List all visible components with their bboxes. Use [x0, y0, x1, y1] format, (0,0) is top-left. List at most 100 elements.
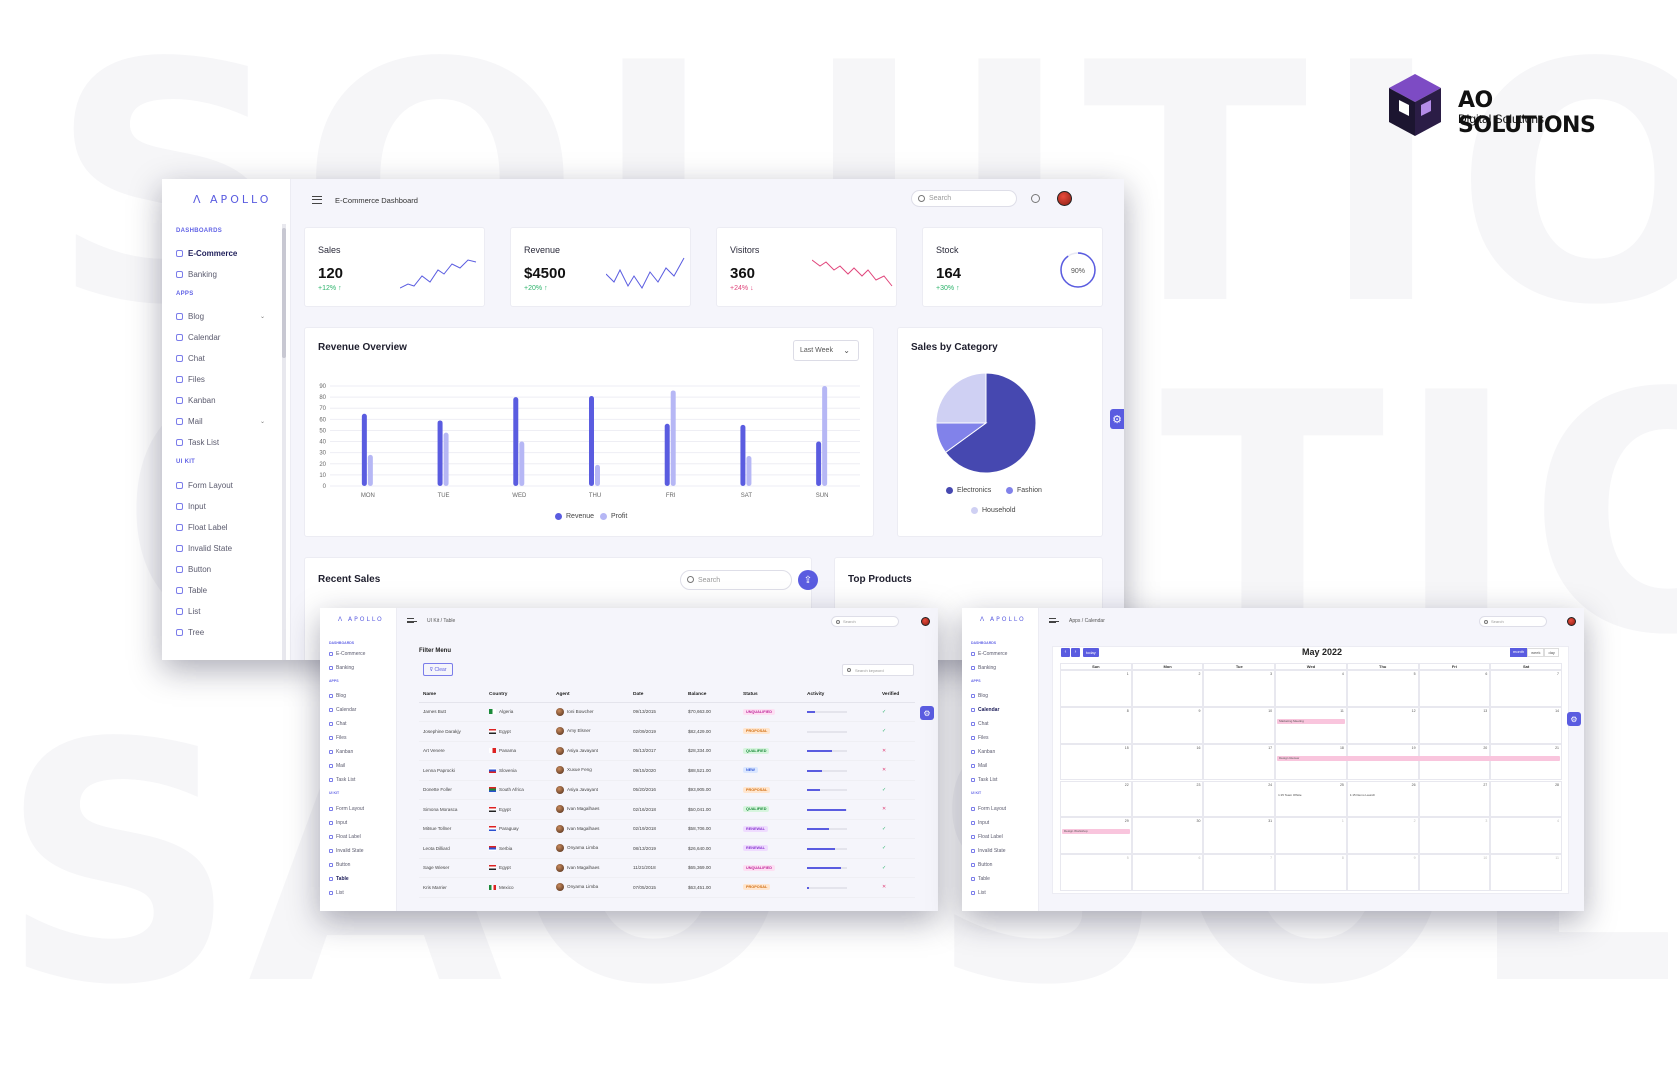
day-cell[interactable]: 9	[1346, 854, 1419, 891]
next-month-button[interactable]: ›	[1071, 648, 1080, 657]
calendar-event[interactable]: Design Review	[1277, 755, 1560, 761]
table-row[interactable]: Kris Marrier Mexico Onyama Limba 07/05/2015…	[419, 877, 915, 898]
day-cell[interactable]: 6	[1418, 670, 1491, 707]
sidebar-item-button[interactable]: Button	[329, 862, 350, 868]
sidebar-item-input[interactable]: Input	[176, 502, 206, 511]
sidebar-item-chat[interactable]: Chat	[971, 721, 989, 727]
sidebar-item-chat[interactable]: Chat	[329, 721, 347, 727]
bar-profit[interactable]	[822, 386, 828, 486]
bar-revenue[interactable]	[589, 396, 594, 486]
day-cell[interactable]: 2	[1131, 670, 1204, 707]
sidebar-item-task-list[interactable]: Task List	[329, 777, 355, 783]
day-cell[interactable]: 10	[1203, 706, 1276, 744]
day-cell[interactable]: 26	[1346, 780, 1419, 818]
chevron-down-icon[interactable]: ⌄	[260, 419, 266, 425]
sidebar-item-table[interactable]: Table	[971, 876, 990, 882]
avatar[interactable]	[1057, 191, 1072, 206]
bar-revenue[interactable]	[361, 413, 367, 486]
view-month-button[interactable]: month	[1510, 648, 1528, 657]
sidebar-item-input[interactable]: Input	[971, 820, 989, 826]
day-cell[interactable]: 14	[1490, 706, 1562, 744]
column-header[interactable]: Activity	[803, 688, 878, 703]
calendar-event[interactable]: Marketing Meeting	[1277, 718, 1345, 724]
chevron-down-icon[interactable]: ⌄	[260, 314, 266, 320]
sidebar-item-button[interactable]: Button	[971, 862, 992, 868]
day-cell[interactable]: 28	[1490, 780, 1562, 818]
calendar-event[interactable]: 1:15 Demo Launch	[1349, 792, 1376, 797]
day-cell[interactable]: 25	[1275, 780, 1347, 818]
day-cell[interactable]: 19	[1346, 743, 1419, 781]
sidebar-item-list[interactable]: List	[971, 890, 986, 896]
app-logo[interactable]: Λ APOLLO	[338, 616, 384, 623]
table-row[interactable]: Simona Morasca Egypt Ivan Magalhaes 02/16/2…	[419, 799, 915, 820]
search-input[interactable]: Search	[1479, 616, 1547, 627]
sidebar-item-mail[interactable]: Mail	[329, 763, 345, 769]
sidebar-item-float-label[interactable]: Float Label	[176, 523, 228, 532]
column-header[interactable]: Country	[485, 688, 552, 703]
bar-revenue[interactable]	[513, 397, 519, 486]
bar-profit[interactable]	[367, 454, 373, 486]
day-cell[interactable]: 4	[1275, 670, 1347, 707]
day-cell[interactable]: 8	[1275, 854, 1347, 891]
sidebar-item-banking[interactable]: Banking	[329, 665, 354, 671]
sidebar-item-calendar[interactable]: Calendar	[176, 333, 220, 342]
sidebar-item-button[interactable]: Button	[176, 565, 211, 574]
gear-icon[interactable]	[1031, 194, 1040, 203]
bar-profit[interactable]	[519, 441, 525, 486]
day-cell[interactable]: 7	[1203, 854, 1276, 891]
day-cell[interactable]: 29	[1060, 817, 1132, 855]
sidebar-item-task-list[interactable]: Task List	[971, 777, 997, 783]
sidebar-item-kanban[interactable]: Kanban	[971, 749, 995, 755]
sidebar-item-form-layout[interactable]: Form Layout	[971, 806, 1006, 812]
sidebar-item-mail[interactable]: Mail	[176, 417, 203, 426]
sidebar-item-list[interactable]: List	[176, 607, 200, 616]
sidebar-item-input[interactable]: Input	[329, 820, 347, 826]
day-cell[interactable]: 11	[1275, 706, 1347, 744]
sidebar-item-task-list[interactable]: Task List	[176, 438, 219, 447]
table-row[interactable]: Leota Dilliard Serbia Onyama Limba 08/13/20…	[419, 838, 915, 859]
avatar[interactable]	[1567, 617, 1576, 626]
settings-gear-icon[interactable]: ⚙	[1567, 712, 1581, 726]
sidebar-item-float-label[interactable]: Float Label	[971, 834, 1003, 840]
keyword-search-input[interactable]: Search keyword	[842, 664, 914, 676]
calendar-event[interactable]: 1:15 Team Offsite	[1278, 792, 1302, 797]
upload-button[interactable]: ⇪	[798, 570, 818, 590]
view-day-button[interactable]: day	[1544, 648, 1559, 657]
sidebar-item-files[interactable]: Files	[176, 375, 205, 384]
bar-profit[interactable]	[670, 390, 676, 486]
menu-icon[interactable]	[407, 618, 417, 623]
sidebar-item-invalid-state[interactable]: Invalid State	[329, 848, 364, 854]
sidebar-item-banking[interactable]: Banking	[176, 270, 217, 279]
day-cell[interactable]: 23	[1131, 780, 1204, 818]
sidebar-item-form-layout[interactable]: Form Layout	[176, 481, 233, 490]
sidebar-item-mail[interactable]: Mail	[971, 763, 987, 769]
day-cell[interactable]: 31	[1203, 817, 1276, 855]
day-cell[interactable]: 12	[1346, 706, 1419, 744]
app-logo[interactable]: Λ APOLLO	[980, 616, 1026, 623]
sidebar-item-invalid-state[interactable]: Invalid State	[971, 848, 1006, 854]
day-cell[interactable]: 13	[1418, 706, 1491, 744]
sidebar-item-kanban[interactable]: Kanban	[176, 396, 216, 405]
day-cell[interactable]: 16	[1131, 743, 1204, 781]
menu-icon[interactable]	[1049, 618, 1059, 623]
scrollbar-thumb[interactable]	[282, 228, 286, 358]
day-cell[interactable]: 18	[1275, 743, 1347, 781]
bar-revenue[interactable]	[437, 420, 443, 486]
avatar[interactable]	[921, 617, 930, 626]
table-row[interactable]: James Butt Algeria Ioni Bowcher 09/13/2015 $…	[419, 702, 915, 722]
table-row[interactable]: Mitsue Tollner Paraguay Ivan Magalhaes 02/1…	[419, 819, 915, 839]
day-cell[interactable]: 1	[1060, 670, 1132, 707]
search-input[interactable]: Search	[831, 616, 899, 627]
day-cell[interactable]: 6	[1131, 854, 1204, 891]
prev-month-button[interactable]: ‹	[1061, 648, 1070, 657]
sidebar-item-blog[interactable]: Blog	[176, 312, 204, 321]
sidebar-item-blog[interactable]: Blog	[329, 693, 346, 699]
day-cell[interactable]: 7	[1490, 670, 1562, 707]
sidebar-item-ecommerce[interactable]: E-Commerce	[329, 651, 365, 657]
day-cell[interactable]: 20	[1418, 743, 1491, 781]
pie-slice-household[interactable]	[935, 372, 987, 424]
column-header[interactable]: Verified	[878, 688, 915, 703]
bar-revenue[interactable]	[740, 424, 746, 486]
day-cell[interactable]: 30	[1131, 817, 1204, 855]
recent-sales-search[interactable]: Search	[680, 570, 792, 590]
